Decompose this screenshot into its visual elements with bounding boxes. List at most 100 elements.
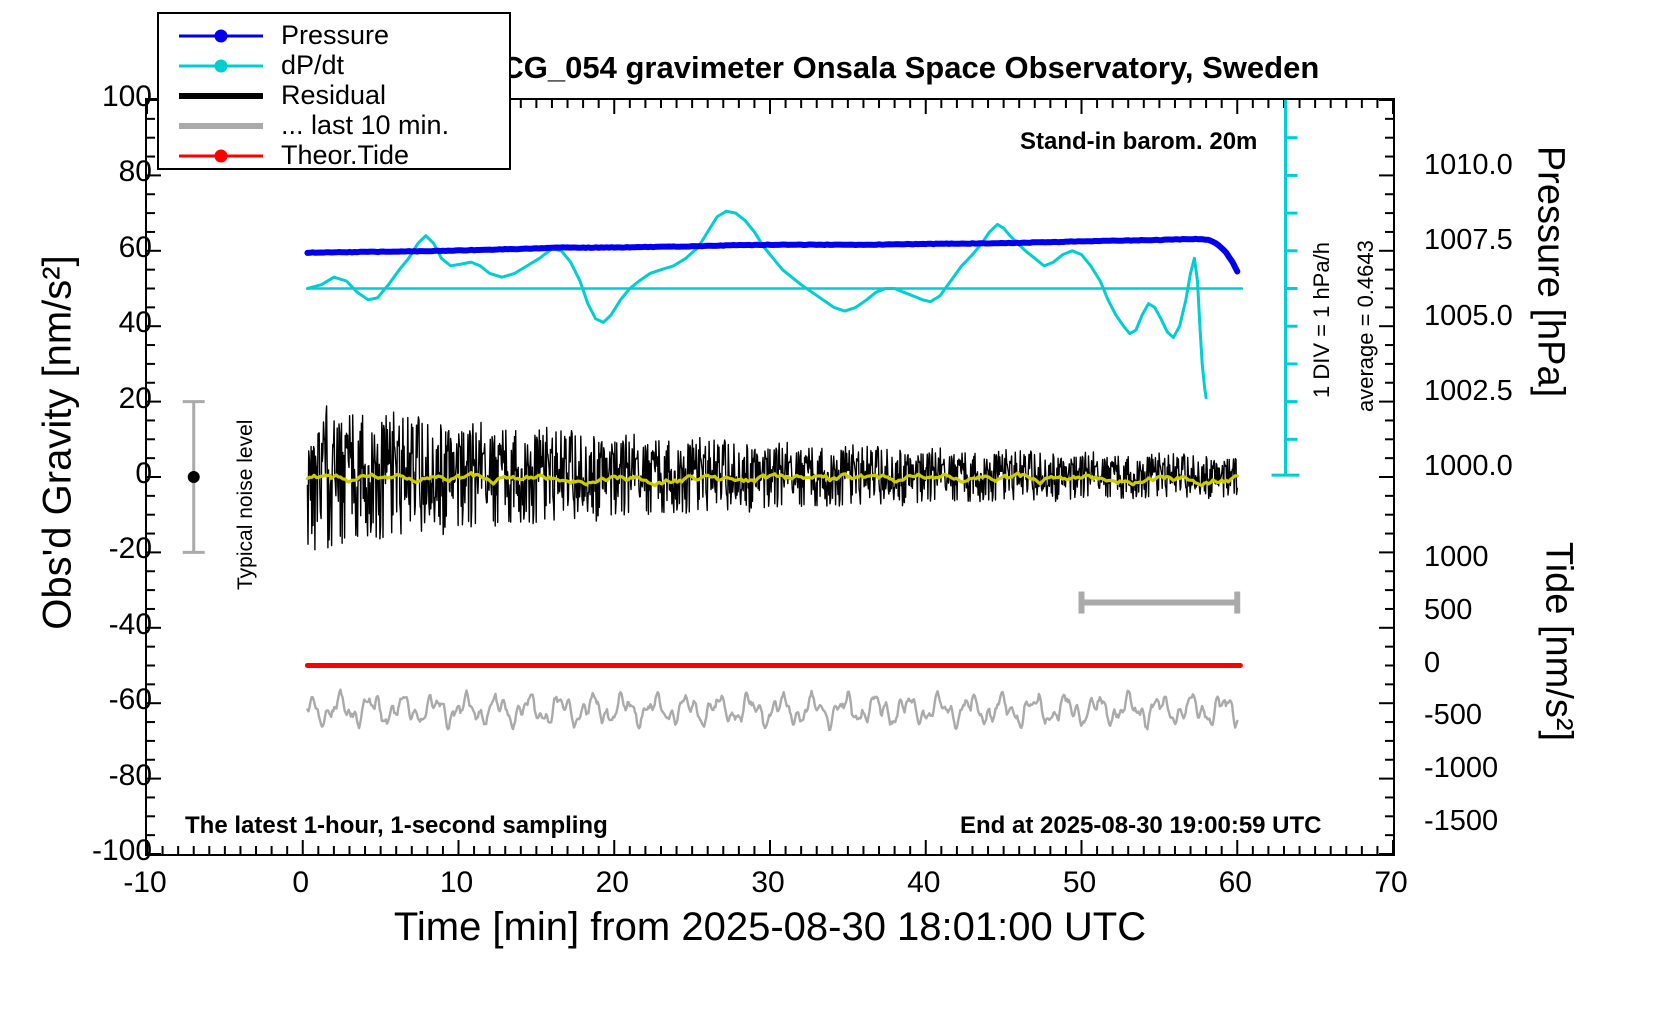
tide-marker <box>1079 663 1084 668</box>
tide-marker <box>970 663 975 668</box>
y-tick-pressure: 1002.5 <box>1424 375 1513 408</box>
tide-marker <box>807 663 811 668</box>
legend: Pressure dP/dt Residual... last 10 min. The… <box>157 12 511 170</box>
tide-marker <box>869 663 873 668</box>
tide-marker <box>659 663 663 668</box>
tide-marker <box>986 663 990 668</box>
tide-marker <box>1025 663 1029 668</box>
tide-marker <box>978 663 982 668</box>
tide-marker <box>1204 663 1208 668</box>
tide-marker <box>994 663 998 668</box>
tide-marker <box>667 663 671 668</box>
tide-marker <box>853 663 858 668</box>
legend-label: Residual <box>281 80 387 110</box>
y-tick-left: 100 <box>101 80 152 113</box>
tide-marker <box>558 663 562 668</box>
y-tick-left: 60 <box>118 230 152 264</box>
tide-marker <box>1040 663 1045 668</box>
tide-marker <box>1064 663 1068 668</box>
annotation-div-scale: 1 DIV = 1 hPa/h <box>1309 242 1334 398</box>
pressure-trace <box>304 235 1241 275</box>
y-tick-pressure: 1007.5 <box>1424 224 1513 257</box>
x-tick: 20 <box>595 866 629 899</box>
tide-marker <box>1188 663 1193 668</box>
tide-marker <box>612 663 616 668</box>
x-tick: 10 <box>439 866 474 899</box>
tide-marker <box>534 663 539 668</box>
tide-marker <box>799 663 803 668</box>
tide-marker <box>783 663 788 668</box>
tide-marker <box>838 663 842 668</box>
y-tick-tide: -1500 <box>1424 804 1499 837</box>
y-tick-tide: -500 <box>1424 699 1483 732</box>
tide-marker <box>628 663 632 668</box>
tide-marker <box>1227 663 1232 668</box>
tide-marker <box>542 663 546 668</box>
tide-marker <box>635 663 640 668</box>
tide-marker <box>1134 663 1138 668</box>
y-axis-left-title: Obs'd Gravity [nm/s²] <box>35 255 80 630</box>
tide-marker <box>1157 663 1162 668</box>
tide-marker <box>815 663 819 668</box>
tide-marker <box>1001 663 1006 668</box>
tide-marker <box>1056 663 1060 668</box>
tide-marker <box>1017 663 1021 668</box>
y-tick-tide: 0 <box>1424 646 1441 679</box>
tide-marker <box>706 663 710 668</box>
y-tick-left: 0 <box>135 457 152 490</box>
tide-marker <box>698 663 702 668</box>
tide-marker <box>519 663 523 668</box>
tide-marker <box>1212 663 1216 668</box>
annotation-average: average = 0.4643 <box>1353 240 1378 412</box>
tide-marker <box>947 663 951 668</box>
y-tick-tide: 500 <box>1424 593 1473 626</box>
legend-swatch-icon <box>179 141 263 170</box>
legend-item: dP/dt <box>159 50 509 80</box>
tide-marker <box>651 663 655 668</box>
tide-marker <box>487 663 492 668</box>
tide-marker <box>713 663 718 668</box>
tide-marker <box>589 663 593 668</box>
y-tick-left: 20 <box>118 381 152 415</box>
y-tick-left: -60 <box>108 683 152 717</box>
tide-marker <box>1033 663 1037 668</box>
y-tick-tide: -1000 <box>1424 752 1499 785</box>
legend-item: Theor.Tide <box>159 140 509 170</box>
tide-marker <box>1118 663 1123 668</box>
tide-marker <box>908 663 912 668</box>
tide-marker <box>1173 663 1177 668</box>
dpdt-trace <box>305 209 1208 400</box>
tide-marker <box>690 663 694 668</box>
tide-marker <box>729 663 733 668</box>
tide-marker <box>1048 663 1053 668</box>
legend-label: Theor.Tide <box>281 140 410 170</box>
residual-smoothed-trace <box>305 471 1239 488</box>
legend-swatch-icon <box>179 21 263 50</box>
tide-marker <box>526 663 531 668</box>
x-tick: 70 <box>1374 866 1408 899</box>
tide-marker <box>760 663 764 668</box>
y-tick-left: 80 <box>118 155 152 189</box>
tide-marker <box>643 663 648 668</box>
tide-marker <box>892 663 897 668</box>
x-tick: 60 <box>1218 866 1252 899</box>
annotation-typical-noise-level: Typical noise level <box>234 419 257 590</box>
legend-item: ... last 10 min. <box>159 110 509 140</box>
x-tick: -10 <box>123 866 167 899</box>
x-axis-title: Time [min] from 2025-08-30 18:01:00 UTC <box>393 905 1147 949</box>
legend-label: dP/dt <box>281 50 345 80</box>
tide-marker <box>924 663 928 668</box>
tide-marker <box>931 663 936 668</box>
tide-marker <box>1181 663 1185 668</box>
x-tick: 0 <box>292 866 310 899</box>
tide-marker <box>1126 663 1130 668</box>
tide-marker <box>503 663 507 668</box>
tide-marker <box>830 663 834 668</box>
y-tick-pressure: 1000.0 <box>1424 450 1513 483</box>
tide-marker <box>955 663 959 668</box>
tide-marker <box>752 663 757 668</box>
tide-marker <box>877 663 881 668</box>
residual-trace <box>306 405 1239 551</box>
y-axis-tide-title: Tide [nm/s²] <box>1537 541 1580 742</box>
